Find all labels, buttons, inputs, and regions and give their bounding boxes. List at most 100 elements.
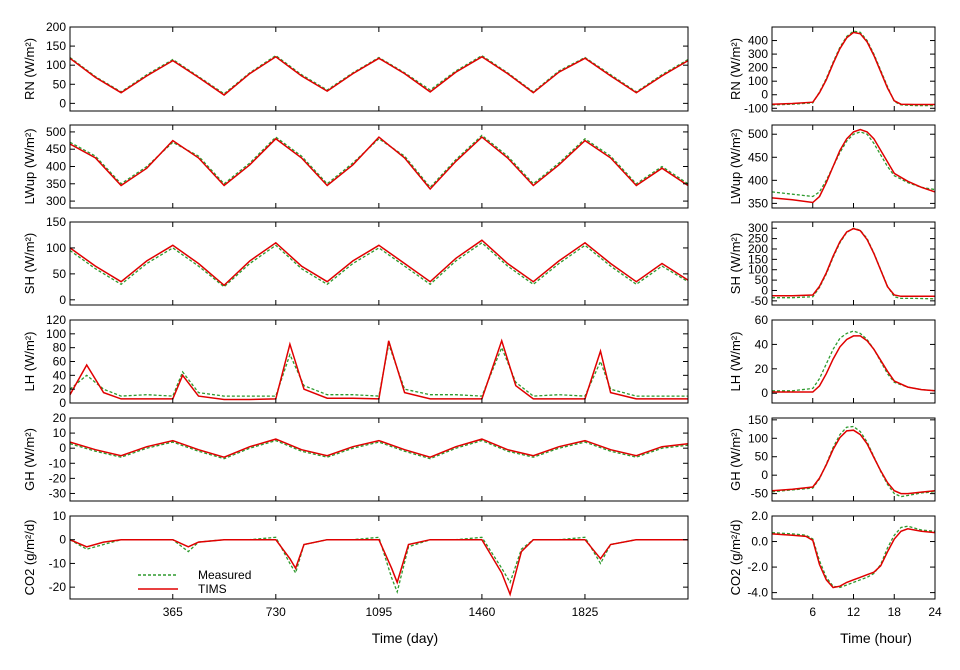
y-tick-label: -50 (751, 294, 769, 308)
series-measured-line (70, 439, 688, 460)
y-axis-label: GH (W/m²) (22, 428, 37, 491)
y-tick-label: -100 (744, 101, 768, 115)
y-tick-label: 0 (761, 468, 768, 482)
panel-frame (771, 221, 936, 306)
y-tick-label: 400 (46, 160, 66, 174)
x-tick-label: 730 (266, 605, 286, 619)
series-measured-line (772, 131, 935, 198)
x-axis-label-hours: Time (hour) (840, 630, 912, 646)
y-tick-label: 450 (46, 142, 66, 156)
y-axis-label: LH (W/m²) (728, 332, 743, 392)
y-tick-label: 400 (748, 34, 768, 48)
series-tims-line (70, 55, 688, 96)
panel-frame (69, 26, 689, 112)
y-tick-label: 150 (46, 39, 66, 53)
x-tick-label: 1825 (572, 605, 599, 619)
y-tick-label: 0 (59, 533, 66, 547)
y-tick-label: 200 (748, 61, 768, 75)
y-tick-label: 200 (748, 242, 768, 256)
y-tick-label: 300 (46, 194, 66, 208)
y-tick-label: 500 (748, 127, 768, 141)
y-tick-label: 150 (748, 252, 768, 266)
y-tick-label: 300 (748, 221, 768, 235)
y-axis-label: LWup (W/m²) (728, 128, 743, 204)
y-tick-label: -30 (49, 486, 67, 500)
y-tick-label: 0 (59, 396, 66, 410)
y-tick-label: 60 (755, 313, 769, 327)
y-tick-label: 50 (755, 450, 769, 464)
y-axis-label: RN (W/m²) (22, 38, 37, 100)
y-tick-label: 350 (748, 196, 768, 210)
panel-GH-diurnal: -50 0 50 100 150 GH (W/m²) (728, 413, 936, 502)
y-tick-label: 50 (755, 273, 769, 287)
y-tick-label: 40 (755, 337, 769, 351)
series-tims-line (70, 538, 688, 597)
panel-LWup-diurnal: 350 400 450 500 LWup (W/m²) (728, 124, 936, 210)
y-tick-label: -20 (49, 471, 67, 485)
y-tick-label: 2.0 (751, 509, 768, 523)
legend: Measured TIMS (138, 568, 251, 596)
series-tims-line (772, 335, 935, 393)
y-axis-label: SH (W/m²) (22, 233, 37, 294)
y-tick-label: 150 (46, 215, 66, 229)
y-tick-label: 120 (46, 313, 66, 327)
y-axis-label: GH (W/m²) (728, 428, 743, 491)
y-tick-label: 80 (53, 341, 67, 355)
y-tick-label: 250 (748, 232, 768, 246)
y-axis-label: CO2 (g/m²/d) (728, 520, 743, 596)
series-measured-line (70, 536, 688, 595)
y-axis-label: LH (W/m²) (22, 332, 37, 392)
y-tick-label: 150 (748, 413, 768, 427)
x-tick-label: 24 (928, 605, 942, 619)
y-axis-label: RN (W/m²) (728, 38, 743, 100)
x-tick-label: 18 (888, 605, 902, 619)
legend-measured-label: Measured (198, 568, 251, 582)
y-tick-label: 100 (46, 58, 66, 72)
x-tick-label: 12 (847, 605, 861, 619)
y-tick-label: 0 (59, 441, 66, 455)
y-tick-label: -50 (751, 487, 769, 501)
series-measured-line (772, 30, 935, 107)
series-measured-line (70, 134, 688, 189)
y-tick-label: 10 (53, 509, 67, 523)
panel-frame (69, 319, 689, 404)
y-tick-label: 20 (53, 411, 67, 425)
x-tick-label: 1460 (469, 605, 496, 619)
y-tick-label: 0 (59, 96, 66, 110)
y-tick-label: 50 (53, 77, 67, 91)
y-tick-label: 60 (53, 355, 67, 369)
y-tick-label: 100 (748, 263, 768, 277)
series-tims-line (772, 128, 935, 204)
series-tims-line (772, 31, 935, 106)
y-tick-label: 40 (53, 368, 67, 382)
y-axis-label: SH (W/m²) (728, 233, 743, 294)
series-tims-line (70, 239, 688, 287)
y-tick-label: 200 (46, 20, 66, 34)
y-tick-label: 0 (59, 293, 66, 307)
panel-RN-daily: 0 50 100 150 200 RN (W/m²) (22, 20, 689, 112)
y-tick-label: -4.0 (747, 586, 768, 600)
y-tick-label: 0 (761, 88, 768, 102)
y-tick-label: 500 (46, 125, 66, 139)
y-axis-label: LWup (W/m²) (22, 128, 37, 204)
y-tick-label: -20 (49, 580, 67, 594)
panel-frame (69, 417, 689, 502)
panel-CO2-daily: -20 -10 0 10 365 730 1095 1460 1825 CO2 (g/m²/d) (22, 509, 689, 619)
y-tick-label: 400 (748, 173, 768, 187)
panel-frame (771, 515, 936, 600)
panel-frame (771, 26, 936, 112)
x-tick-label: 1095 (366, 605, 393, 619)
y-tick-label: 10 (53, 426, 67, 440)
series-tims-line (70, 338, 688, 401)
y-tick-label: 50 (53, 267, 67, 281)
series-tims-line (70, 438, 688, 458)
y-tick-label: -10 (49, 556, 67, 570)
series-measured-line (772, 330, 935, 392)
y-tick-label: 100 (748, 74, 768, 88)
y-tick-label: 20 (53, 382, 67, 396)
y-tick-label: 0 (761, 386, 768, 400)
